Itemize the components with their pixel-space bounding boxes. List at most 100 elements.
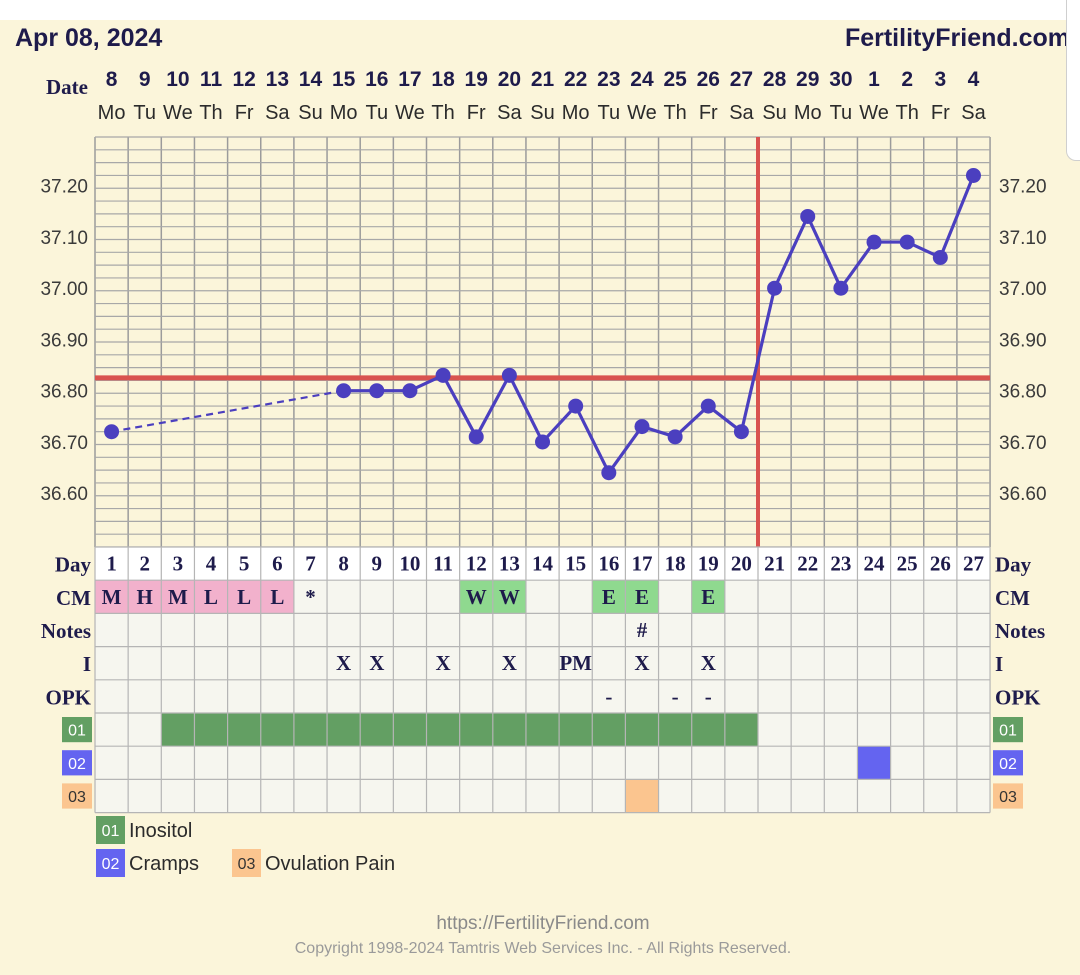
custom-row-mark: [227, 713, 261, 747]
row-background: [95, 679, 991, 713]
date-number: 25: [663, 68, 687, 91]
custom-badge-left: [62, 783, 92, 809]
y-tick-label-right: 36.90: [999, 330, 1047, 351]
day-cell-value: 18: [665, 552, 686, 576]
weekday-label: Tu: [133, 102, 156, 124]
temperature-point: [369, 383, 385, 399]
cm-row-label-right: CM: [995, 586, 1030, 610]
date-number: 15: [332, 68, 356, 91]
custom-badge-left: [62, 750, 92, 776]
temperature-line-segment: [607, 425, 644, 474]
date-number: 22: [564, 68, 587, 91]
temperature-line-segment: [739, 287, 777, 433]
temperature-point: [800, 208, 816, 224]
weekday-label: Su: [298, 102, 322, 124]
day-cell-value: 25: [897, 552, 918, 576]
cm-cell-value: M: [168, 585, 188, 609]
custom-row-mark: [658, 713, 692, 747]
scroll-handle[interactable]: [1066, 0, 1080, 161]
weekday-label: Sa: [497, 102, 522, 124]
weekday-label: Sa: [729, 102, 754, 124]
weekday-label: Tu: [365, 102, 388, 124]
y-tick-label-left: 37.20: [40, 177, 88, 198]
day-cell-value: 10: [399, 552, 420, 576]
custom-badge-left: [62, 717, 92, 743]
temperature-point: [535, 434, 551, 450]
legend-badge-code: 03: [238, 856, 256, 873]
date-number: 27: [730, 68, 753, 91]
y-tick-label-left: 36.80: [40, 382, 88, 403]
day-cell-value: 24: [864, 552, 886, 576]
date-number: 9: [139, 68, 151, 91]
custom-badge-code-left: 02: [68, 756, 86, 773]
day-cell-value: 8: [338, 552, 349, 576]
i-cell-value: X: [634, 651, 649, 675]
row-background: [95, 613, 991, 647]
temperature-line-segment: [541, 404, 577, 444]
y-tick-label-right: 37.00: [999, 279, 1047, 300]
cm-row-label-left: CM: [56, 586, 91, 610]
notes-cell-value: #: [637, 618, 648, 642]
day-cell-value: 19: [698, 552, 719, 576]
cm-cell-fill: [161, 580, 195, 614]
temperature-line-segment: [441, 374, 478, 438]
opk-row-label-right: OPK: [995, 685, 1041, 709]
custom-row-mark: [492, 713, 526, 747]
legend-badge: [232, 849, 261, 877]
weekday-label: Fr: [931, 102, 950, 124]
custom-row-mark: [260, 713, 294, 747]
footer-url[interactable]: https://FertilityFriend.com: [436, 913, 649, 934]
custom-row-mark: [857, 746, 891, 780]
y-tick-label-left: 37.00: [40, 279, 88, 300]
temperature-point: [104, 424, 120, 440]
date-number: 12: [232, 68, 255, 91]
temperature-grid: [94, 136, 991, 548]
opk-row-label-left: OPK: [46, 685, 92, 709]
temperature-point: [700, 398, 716, 414]
cm-cell-value: W: [466, 585, 487, 609]
day-row-label-right: Day: [995, 553, 1032, 577]
cm-cell-value: L: [204, 585, 218, 609]
temperature-point: [965, 167, 981, 183]
date-number: 8: [106, 68, 118, 91]
weekday-label: Su: [762, 102, 786, 124]
custom-row-mark: [161, 713, 195, 747]
date-number: 11: [200, 68, 223, 91]
y-tick-label-right: 36.80: [999, 382, 1047, 403]
weekday-label: Sa: [961, 102, 986, 124]
custom-row-mark: [525, 713, 560, 747]
date-number: 1: [868, 68, 880, 91]
date-number: 18: [431, 68, 455, 91]
cm-cell-value: M: [102, 585, 122, 609]
custom-badge-right: [993, 783, 1023, 809]
day-cell-value: 9: [372, 552, 383, 576]
weekday-label: Sa: [265, 102, 290, 124]
legend-badge-code: 01: [102, 823, 120, 840]
cm-cell-value: W: [499, 585, 520, 609]
temperature-point: [402, 383, 418, 399]
custom-row-mark: [194, 713, 228, 747]
date-number: 14: [299, 68, 323, 91]
day-cell-value: 26: [930, 552, 951, 576]
day-cell-value: 21: [764, 552, 785, 576]
temperature-point: [468, 429, 484, 445]
custom-row-mark: [360, 713, 394, 747]
custom-row-mark: [327, 713, 361, 747]
temperature-line-segment: [507, 374, 544, 443]
temperature-point: [733, 424, 749, 440]
day-cell-value: 12: [466, 552, 487, 576]
site-name: FertilityFriend.com: [845, 24, 1070, 52]
cm-cell-fill: [492, 580, 526, 614]
day-cell-value: 3: [173, 552, 184, 576]
weekday-label: Fr: [235, 102, 254, 124]
day-cell-value: 27: [963, 552, 984, 576]
cm-cell-fill: [459, 580, 493, 614]
temperature-line-segment: [674, 404, 710, 438]
i-cell-value: X: [502, 651, 517, 675]
temperature-point: [866, 234, 882, 250]
cm-cell-fill: [592, 580, 626, 614]
date-number: 17: [398, 68, 421, 91]
cm-cell-value: E: [701, 585, 715, 609]
custom-row-mark: [459, 713, 493, 747]
